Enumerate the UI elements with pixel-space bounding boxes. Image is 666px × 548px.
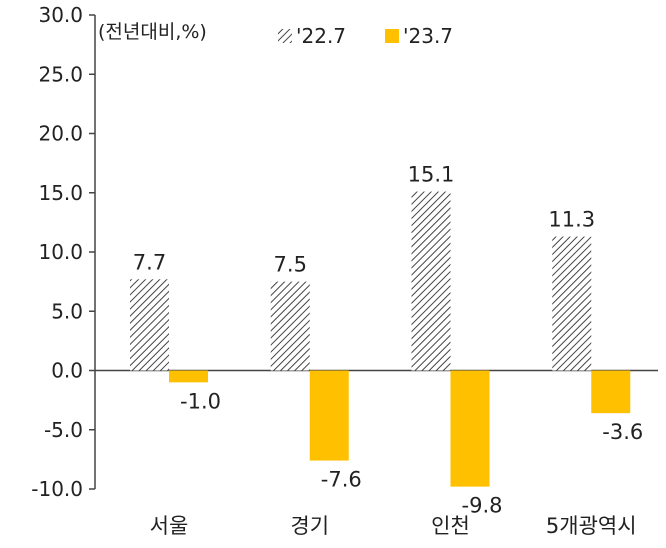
data-label: 7.7 [133, 250, 166, 274]
bar-series-2 [591, 370, 631, 414]
data-label: 7.5 [274, 253, 307, 277]
y-tick-label: 25.0 [38, 62, 83, 86]
bar-series-1 [411, 191, 451, 371]
y-tick-label: 5.0 [51, 299, 83, 323]
bar-series-2 [169, 370, 208, 383]
y-tick-label: -5.0 [44, 418, 83, 442]
category-label: 경기 [290, 514, 329, 538]
category-label: 인천 [431, 514, 470, 538]
y-tick-label: 20.0 [38, 122, 83, 146]
data-label: -1.0 [180, 389, 221, 413]
data-label: 15.1 [408, 163, 455, 187]
bar-series-1 [270, 281, 310, 371]
data-label: -3.6 [602, 420, 643, 444]
legend-label: '22.7 [296, 24, 346, 48]
category-label: 5개광역시 [546, 514, 637, 538]
bar-series-1 [552, 236, 592, 371]
category-label: 서울 [150, 514, 189, 538]
data-label: -7.6 [321, 468, 362, 492]
bar-series-1 [130, 279, 169, 371]
y-tick-label: 15.0 [38, 181, 83, 205]
legend-swatch [385, 29, 399, 43]
unit-label: (전년대비,%) [98, 21, 207, 43]
data-label: 11.3 [548, 208, 595, 232]
y-tick-label: 0.0 [51, 359, 83, 383]
y-tick-label: -10.0 [31, 477, 83, 501]
y-tick-label: 30.0 [38, 3, 83, 27]
y-tick-label: 10.0 [38, 240, 83, 264]
data-label: -9.8 [462, 494, 503, 518]
bar-series-2 [450, 370, 490, 487]
legend-label: '23.7 [403, 24, 453, 48]
legend-swatch [278, 29, 292, 43]
bar-series-2 [309, 370, 349, 461]
